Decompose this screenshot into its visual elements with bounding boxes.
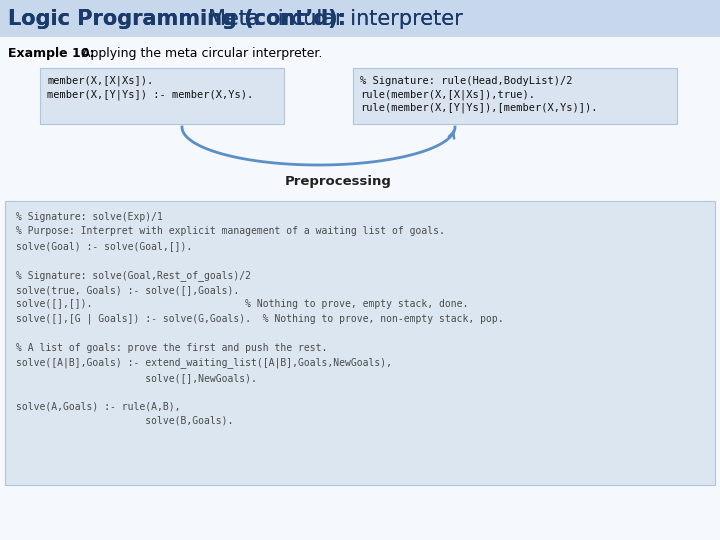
FancyBboxPatch shape (5, 201, 715, 485)
Text: Preprocessing: Preprocessing (285, 175, 392, 188)
FancyBboxPatch shape (40, 68, 284, 124)
Text: member(X,[X|Xs]).
member(X,[Y|Ys]) :- member(X,Ys).: member(X,[X|Xs]). member(X,[Y|Ys]) :- me… (47, 76, 253, 100)
Text: Example 10:: Example 10: (8, 46, 94, 59)
FancyBboxPatch shape (0, 0, 720, 37)
Text: Meta circular interpreter: Meta circular interpreter (208, 9, 463, 29)
Text: Meta circular interpreter: Meta circular interpreter (208, 9, 463, 29)
Text: Logic Programming (cont’d):: Logic Programming (cont’d): (8, 9, 346, 29)
Text: Applying the meta circular interpreter.: Applying the meta circular interpreter. (82, 46, 323, 59)
FancyBboxPatch shape (353, 68, 677, 124)
FancyBboxPatch shape (0, 37, 720, 540)
FancyBboxPatch shape (0, 0, 720, 37)
Text: % Signature: rule(Head,BodyList)/2
rule(member(X,[X|Xs]),true).
rule(member(X,[Y: % Signature: rule(Head,BodyList)/2 rule(… (360, 76, 598, 113)
Text: Logic Programming (cont’d):: Logic Programming (cont’d): (8, 9, 346, 29)
Text: % Signature: solve(Exp)/1
% Purpose: Interpret with explicit management of a wai: % Signature: solve(Exp)/1 % Purpose: Int… (16, 212, 503, 426)
